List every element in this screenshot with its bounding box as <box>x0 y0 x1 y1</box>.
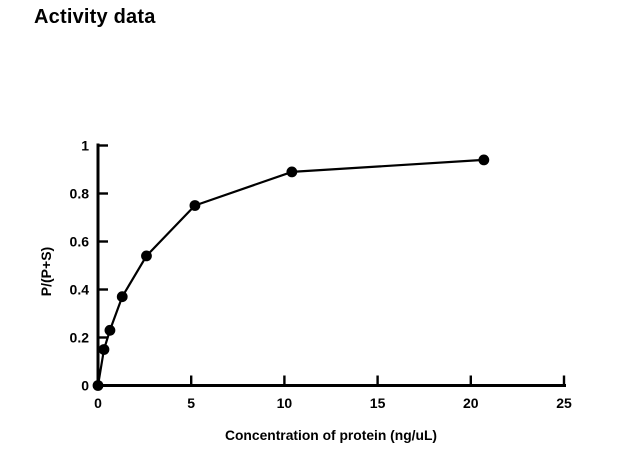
y-tick-label: 0.6 <box>70 234 90 250</box>
x-tick-label: 10 <box>277 395 293 411</box>
y-tick-label: 0.2 <box>70 330 90 346</box>
y-tick-label: 0.8 <box>70 186 90 202</box>
data-point-marker <box>141 250 152 262</box>
data-point-marker <box>116 291 128 303</box>
x-tick-label: 15 <box>370 395 386 411</box>
x-tick-label: 0 <box>94 395 102 411</box>
data-point-marker <box>286 166 298 178</box>
x-tick-label: 5 <box>187 395 195 411</box>
y-tick-label: 0 <box>81 378 89 394</box>
data-point-marker <box>478 154 490 166</box>
series-line <box>96 158 484 386</box>
data-point-marker <box>189 200 201 211</box>
chart-title: Activity data <box>34 6 156 28</box>
data-point-marker <box>98 344 110 355</box>
y-tick-label: 0.4 <box>70 282 90 298</box>
y-tick-label: 1 <box>81 138 89 154</box>
x-tick-label: 25 <box>556 395 572 411</box>
data-point-marker <box>104 324 116 336</box>
data-point-marker <box>92 380 104 391</box>
x-axis-title: Concentration of protein (ng/uL) <box>225 427 437 443</box>
y-axis-title: P/(P+S) <box>38 247 54 296</box>
x-tick-label: 20 <box>463 395 479 411</box>
